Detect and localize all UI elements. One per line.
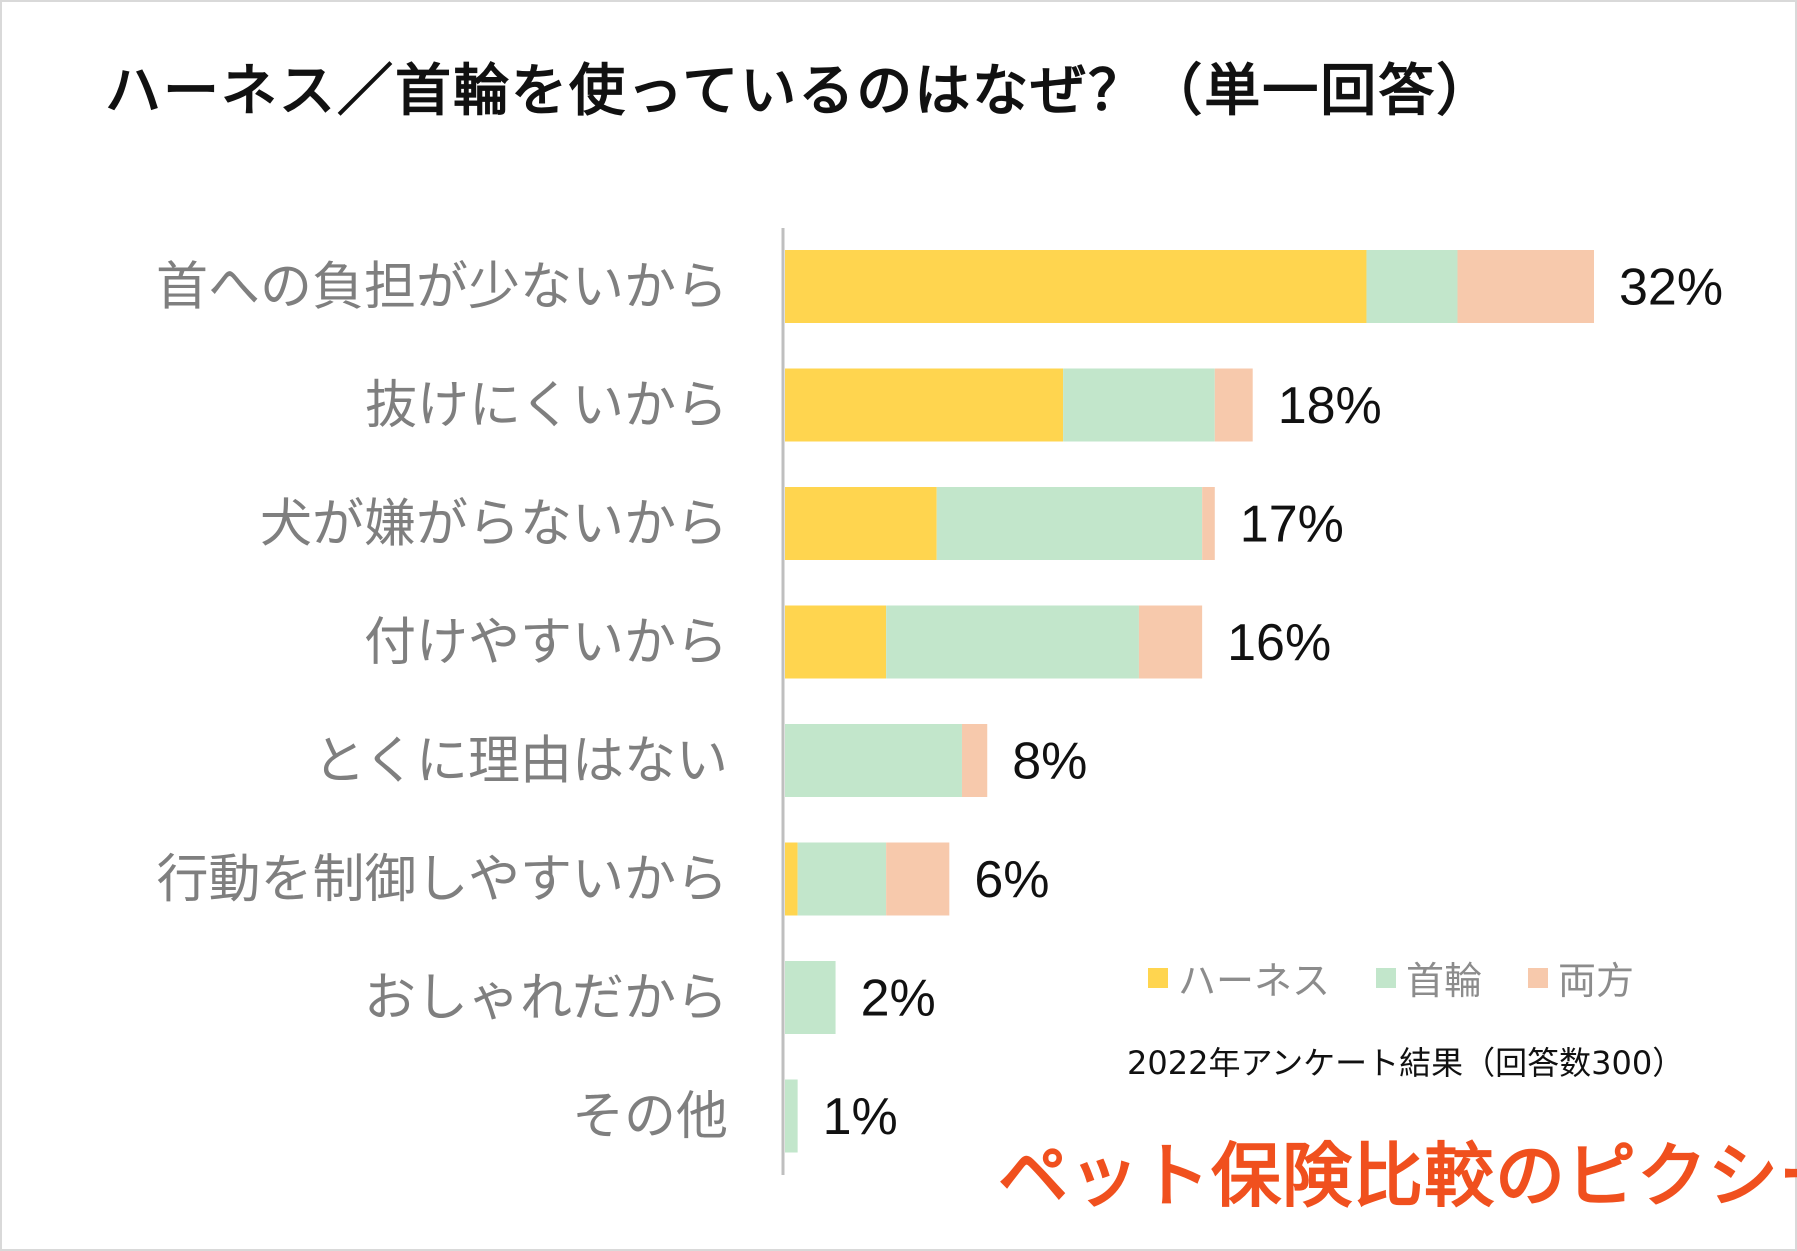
category-label: 行動を制御しやすいから (157, 850, 728, 910)
bar-segment-collar (785, 961, 836, 1034)
value-label: 16% (1227, 614, 1331, 672)
brand-logo-text: ペット保険比較のピクシー (998, 1135, 1797, 1217)
category-label: おしゃれだから (364, 969, 728, 1029)
value-label: 2% (861, 970, 936, 1028)
value-label: 8% (1012, 733, 1087, 791)
bar-segment-harness (785, 605, 887, 679)
legend-label-both: 両方 (1558, 959, 1635, 1003)
bar-segment-collar (936, 487, 1203, 560)
legend-swatch-collar (1376, 967, 1397, 988)
legend-item-collar: 首輪 (1376, 950, 1482, 1005)
bar-segment-harness (785, 368, 1064, 442)
bar-segment-harness (785, 842, 798, 916)
category-label: 抜けにくいから (365, 376, 728, 436)
value-label: 18% (1278, 377, 1382, 435)
category-label: 付けやすいから (364, 613, 728, 673)
bar-segment-both (1457, 250, 1594, 323)
value-label: 6% (974, 851, 1049, 909)
legend-item-harness: ハーネス (1148, 950, 1330, 1005)
bar-segment-both (1214, 368, 1253, 442)
legend-label-collar: 首輪 (1406, 959, 1483, 1003)
category-label: 犬が嫌がらないから (260, 495, 728, 555)
bar-segment-harness (785, 487, 937, 560)
legend-swatch-harness (1148, 967, 1168, 988)
category-label: とくに理由はない (314, 732, 728, 792)
value-label: 32% (1619, 259, 1723, 317)
bar-segment-collar (785, 724, 962, 797)
bar-segment-collar (785, 1079, 798, 1153)
bar-segment-harness (785, 250, 1367, 323)
bar-segment-collar (1063, 368, 1215, 442)
legend-swatch-both (1528, 967, 1549, 988)
bar-segment-both (1138, 605, 1203, 679)
value-label: 1% (823, 1088, 898, 1146)
legend-label-harness: ハーネス (1178, 959, 1331, 1003)
bar-segment-collar (1366, 250, 1458, 323)
survey-note: 2022年アンケート結果（回答数300） (1127, 1044, 1685, 1082)
category-label: その他 (572, 1087, 728, 1147)
bar-segment-collar (797, 842, 887, 916)
value-label: 17% (1240, 496, 1344, 554)
legend: ハーネス 首輪 両方 (1148, 950, 1634, 1005)
bar-segment-collar (886, 605, 1139, 679)
bar-segment-both (886, 842, 950, 916)
category-label: 首への負担が少ないから (156, 258, 728, 318)
chart-title: ハーネス／首輪を使っているのはなぜ？（単一回答） (105, 59, 1495, 124)
legend-item-both: 両方 (1528, 950, 1634, 1005)
bar-segment-both (961, 724, 988, 797)
bar-segment-both (1202, 487, 1215, 560)
